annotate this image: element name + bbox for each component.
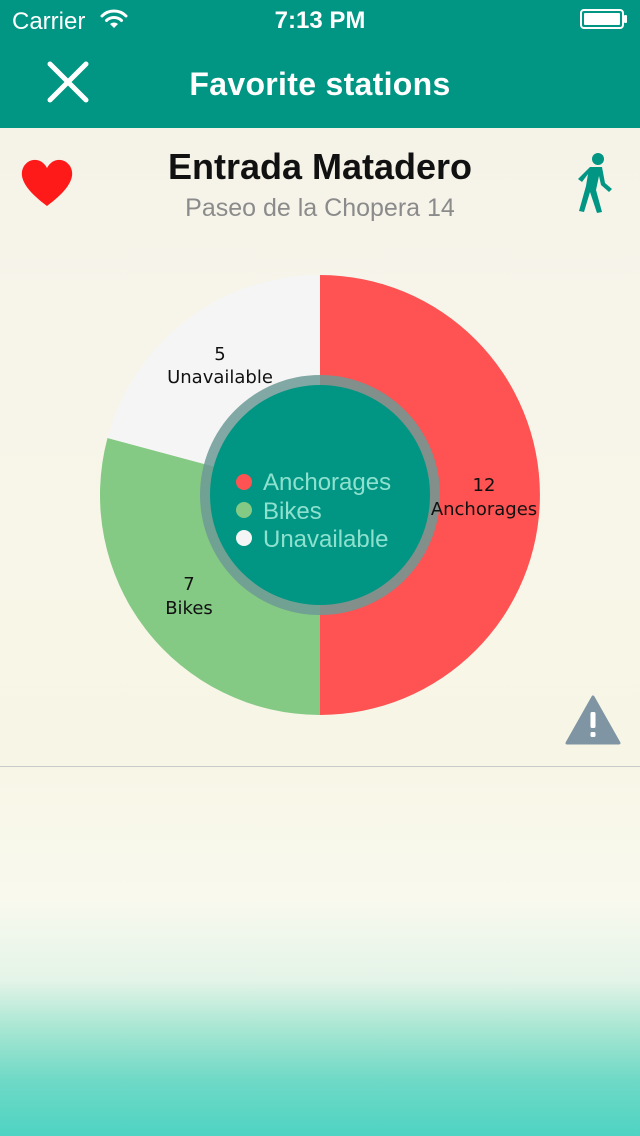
chart-legend: Anchorages Bikes Unavailable [236, 469, 391, 553]
carrier-label: Carrier [12, 8, 86, 35]
pie-label-bikes: 7 Bikes [165, 574, 213, 619]
pie-category-label-bikes: Bikes [165, 598, 213, 619]
battery-icon [580, 9, 627, 29]
legend-label-anchorages: Anchorages [263, 469, 391, 496]
legend-label-unavailable: Unavailable [263, 526, 388, 553]
nav-title: Favorite stations [189, 66, 451, 102]
pie-value-label-bikes: 7 [183, 574, 194, 595]
heart-icon[interactable] [20, 156, 74, 208]
station-address: Paseo de la Chopera 14 [185, 194, 455, 222]
legend-swatch-bikes [236, 502, 252, 518]
close-icon[interactable] [36, 50, 100, 114]
legend-swatch-unavailable [236, 530, 252, 546]
station-name: Entrada Matadero [167, 146, 473, 187]
pie-category-label-anchorages: Anchorages [431, 499, 537, 520]
legend-label-bikes: Bikes [263, 498, 322, 525]
divider [0, 766, 640, 767]
pie-label-anchorages: 12 Anchorages [431, 475, 537, 520]
pie-value-label-unavailable: 5 [214, 344, 225, 365]
wifi-icon [100, 9, 128, 28]
nav-bar: Favorite stations [0, 40, 640, 128]
status-bar: Carrier 7:13 PM [0, 0, 640, 40]
legend-swatch-anchorages [236, 474, 252, 490]
pie-category-label-unavailable: Unavailable [167, 367, 273, 388]
station-pie-chart: 12 Anchorages 7 Bikes 5 Unavailable Anch… [99, 275, 540, 715]
pie-center [210, 385, 430, 605]
status-time: 7:13 PM [274, 7, 366, 34]
walking-person-icon[interactable] [572, 152, 618, 214]
warning-icon[interactable] [564, 694, 622, 746]
pie-value-label-anchorages: 12 [473, 475, 496, 496]
pie-label-unavailable: 5 Unavailable [167, 344, 273, 388]
